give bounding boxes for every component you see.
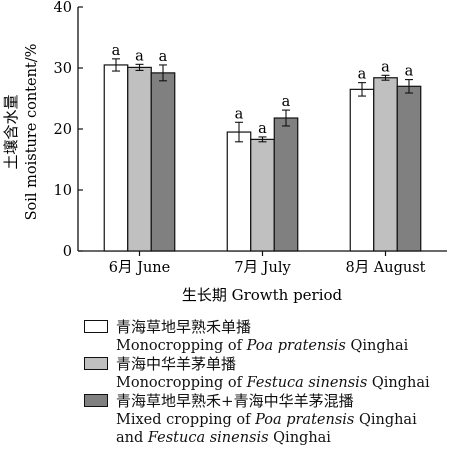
significance-letter: a bbox=[159, 49, 168, 65]
bar bbox=[226, 131, 252, 252]
legend-line: Monocropping of Poa pratensis Qinghai bbox=[116, 337, 409, 354]
x-tick-label: 8月 August bbox=[345, 260, 425, 276]
legend-entry: 青海中华羊茅单播 Monocropping of Festuca sinensis… bbox=[84, 355, 444, 392]
legend-line: 青海中华羊茅单播 bbox=[116, 355, 237, 373]
bar bbox=[103, 64, 129, 252]
significance-letter: a bbox=[258, 121, 267, 137]
bar bbox=[150, 72, 176, 252]
legend-line: Monocropping of Festuca sinensis Qinghai bbox=[116, 374, 430, 391]
significance-letter: a bbox=[135, 48, 144, 64]
legend-swatch bbox=[84, 357, 108, 370]
bar bbox=[273, 117, 299, 252]
significance-letter: a bbox=[112, 43, 121, 59]
y-tick-label: 20 bbox=[54, 122, 72, 138]
x-tick-label: 6月 June bbox=[109, 260, 170, 276]
legend-entry: 青海草地早熟禾单播 Monocropping of Poa pratensis Q… bbox=[84, 318, 444, 355]
bar bbox=[349, 88, 375, 252]
y-axis-label-chinese: 土壤含水量 bbox=[2, 94, 20, 169]
legend-entry: 青海草地早熟禾+青海中华羊茅混播 Mixed cropping of Poa pr… bbox=[84, 392, 444, 448]
legend-line: Mixed cropping of Poa pratensis Qinghai bbox=[116, 411, 417, 428]
chart-legend: 青海草地早熟禾单播 Monocropping of Poa pratensis Q… bbox=[84, 318, 444, 448]
x-tick-label: 7月 July bbox=[234, 260, 291, 276]
y-tick-label: 0 bbox=[63, 244, 72, 260]
chart-axes: 0 10 20 30 40 6月 June 7月 July 8月 August bbox=[54, 0, 447, 276]
significance-letter: a bbox=[235, 106, 244, 122]
y-axis-label-english: Soil moisture content/% bbox=[24, 44, 40, 221]
legend-swatch bbox=[84, 320, 108, 333]
legend-swatch bbox=[84, 394, 108, 407]
legend-line: and Festuca sinensis Qinghai bbox=[116, 430, 331, 446]
bar bbox=[373, 77, 398, 252]
significance-letter: a bbox=[358, 67, 367, 83]
legend-line: 青海草地早熟禾单播 bbox=[116, 318, 252, 336]
bar bbox=[127, 66, 152, 252]
y-tick-label: 10 bbox=[54, 183, 72, 199]
significance-letter: a bbox=[282, 94, 291, 110]
bar bbox=[396, 85, 422, 252]
y-tick-label: 30 bbox=[54, 61, 72, 77]
y-tick-label: 40 bbox=[54, 0, 72, 16]
x-axis-label: 生长期 Growth period bbox=[182, 286, 343, 304]
significance-letter: a bbox=[405, 64, 414, 80]
legend-line: 青海草地早熟禾+青海中华羊茅混播 bbox=[116, 392, 354, 410]
significance-letter: a bbox=[381, 59, 390, 75]
bar bbox=[250, 138, 275, 252]
